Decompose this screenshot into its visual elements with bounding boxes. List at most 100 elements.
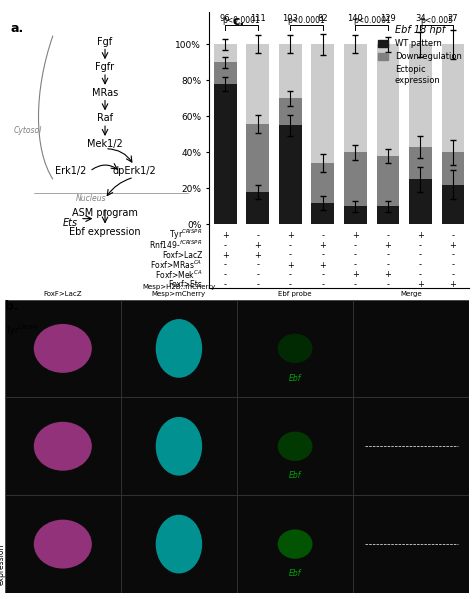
Text: -: - bbox=[354, 261, 357, 270]
Text: 34: 34 bbox=[415, 14, 426, 23]
Text: 27: 27 bbox=[447, 14, 458, 23]
Bar bbox=[442, 153, 465, 185]
Text: +: + bbox=[254, 241, 261, 250]
Ellipse shape bbox=[155, 319, 202, 378]
Bar bbox=[311, 164, 334, 203]
Text: +: + bbox=[222, 231, 228, 240]
Bar bbox=[376, 207, 399, 225]
Text: +: + bbox=[384, 241, 392, 250]
Text: -: - bbox=[354, 250, 357, 259]
Text: +: + bbox=[287, 231, 294, 240]
Bar bbox=[246, 123, 269, 192]
Text: -: - bbox=[289, 250, 292, 259]
Text: -: - bbox=[224, 241, 227, 250]
Text: Foxf>LacZ: Foxf>LacZ bbox=[162, 250, 202, 259]
Text: +: + bbox=[222, 250, 228, 259]
Text: b.: b. bbox=[5, 300, 18, 313]
Text: Foxf>MRas$^{CA}$: Foxf>MRas$^{CA}$ bbox=[150, 259, 202, 271]
Ellipse shape bbox=[278, 431, 312, 461]
Text: Nucleus: Nucleus bbox=[76, 195, 107, 204]
Text: -: - bbox=[256, 261, 259, 270]
Text: -: - bbox=[224, 261, 227, 270]
Text: -: - bbox=[452, 261, 455, 270]
Text: -: - bbox=[419, 250, 422, 259]
Text: -: - bbox=[224, 270, 227, 279]
Text: p<0.0001: p<0.0001 bbox=[288, 16, 326, 25]
Text: -: - bbox=[354, 241, 357, 250]
Text: -: - bbox=[452, 250, 455, 259]
Text: -: - bbox=[419, 241, 422, 250]
Bar bbox=[279, 44, 301, 98]
Text: p<0.005: p<0.005 bbox=[420, 16, 453, 25]
Ellipse shape bbox=[155, 515, 202, 573]
Bar bbox=[409, 180, 432, 225]
Bar bbox=[279, 125, 301, 225]
Text: Ebf expression: Ebf expression bbox=[69, 228, 141, 237]
Text: -: - bbox=[321, 270, 324, 279]
Bar bbox=[409, 147, 432, 180]
Bar bbox=[442, 44, 465, 153]
Text: -: - bbox=[386, 280, 390, 289]
Text: Erk1/2: Erk1/2 bbox=[55, 167, 86, 176]
Text: +: + bbox=[352, 231, 359, 240]
Text: -: - bbox=[386, 261, 390, 270]
Text: c.: c. bbox=[232, 15, 245, 28]
Bar bbox=[214, 44, 237, 62]
Text: -: - bbox=[256, 280, 259, 289]
Text: +: + bbox=[319, 241, 326, 250]
Ellipse shape bbox=[278, 334, 312, 363]
Ellipse shape bbox=[34, 520, 92, 568]
Legend: WT pattern, Downregulation, Ectopic
expression: WT pattern, Downregulation, Ectopic expr… bbox=[375, 22, 465, 88]
Ellipse shape bbox=[278, 530, 312, 559]
Text: Ebf probe: Ebf probe bbox=[278, 291, 312, 297]
Text: -: - bbox=[354, 280, 357, 289]
Bar bbox=[311, 44, 334, 164]
Text: Mesp>H2B::mCherry
Mesp>mCherry: Mesp>H2B::mCherry Mesp>mCherry bbox=[142, 283, 216, 297]
Text: -: - bbox=[452, 231, 455, 240]
Text: +: + bbox=[449, 280, 456, 289]
Text: 103: 103 bbox=[283, 14, 298, 23]
Text: -: - bbox=[289, 280, 292, 289]
Text: +: + bbox=[417, 231, 424, 240]
Text: Fgf: Fgf bbox=[98, 37, 113, 47]
Text: MRas: MRas bbox=[92, 87, 118, 98]
Ellipse shape bbox=[155, 417, 202, 476]
Text: -: - bbox=[419, 261, 422, 270]
Text: ASM program: ASM program bbox=[72, 208, 138, 217]
Bar bbox=[376, 156, 399, 207]
Text: 111: 111 bbox=[250, 14, 265, 23]
Text: -: - bbox=[289, 241, 292, 250]
Text: +: + bbox=[449, 241, 456, 250]
Bar bbox=[409, 44, 432, 147]
Text: 82: 82 bbox=[318, 14, 328, 23]
Text: p<0.0001: p<0.0001 bbox=[223, 16, 260, 25]
Bar bbox=[344, 153, 367, 207]
Text: FoxF>LacZ: FoxF>LacZ bbox=[44, 291, 82, 297]
Text: -: - bbox=[419, 270, 422, 279]
Bar bbox=[344, 44, 367, 153]
Text: Ectopic
expression: Ectopic expression bbox=[0, 544, 5, 585]
Text: a.: a. bbox=[10, 22, 24, 35]
Text: 140: 140 bbox=[347, 14, 363, 23]
Bar bbox=[246, 192, 269, 225]
Text: Tyr$^{CRISPR}$: Tyr$^{CRISPR}$ bbox=[169, 228, 202, 243]
Text: -: - bbox=[386, 250, 390, 259]
Text: -: - bbox=[224, 280, 227, 289]
Bar bbox=[246, 44, 269, 123]
Text: +: + bbox=[319, 261, 326, 270]
Bar bbox=[442, 185, 465, 225]
Text: Mek1/2: Mek1/2 bbox=[87, 139, 123, 149]
Ellipse shape bbox=[34, 422, 92, 471]
Text: dpErk1/2: dpErk1/2 bbox=[112, 167, 156, 176]
Bar bbox=[279, 98, 301, 125]
Text: Ebf: Ebf bbox=[289, 569, 301, 579]
Text: +: + bbox=[384, 270, 392, 279]
Text: -: - bbox=[321, 250, 324, 259]
Text: -: - bbox=[452, 270, 455, 279]
Text: -: - bbox=[386, 231, 390, 240]
Text: +: + bbox=[352, 270, 359, 279]
Text: Foxf>Mek$^{CA}$: Foxf>Mek$^{CA}$ bbox=[155, 269, 202, 281]
Text: 96: 96 bbox=[220, 14, 230, 23]
Bar bbox=[214, 84, 237, 225]
Text: -: - bbox=[289, 270, 292, 279]
